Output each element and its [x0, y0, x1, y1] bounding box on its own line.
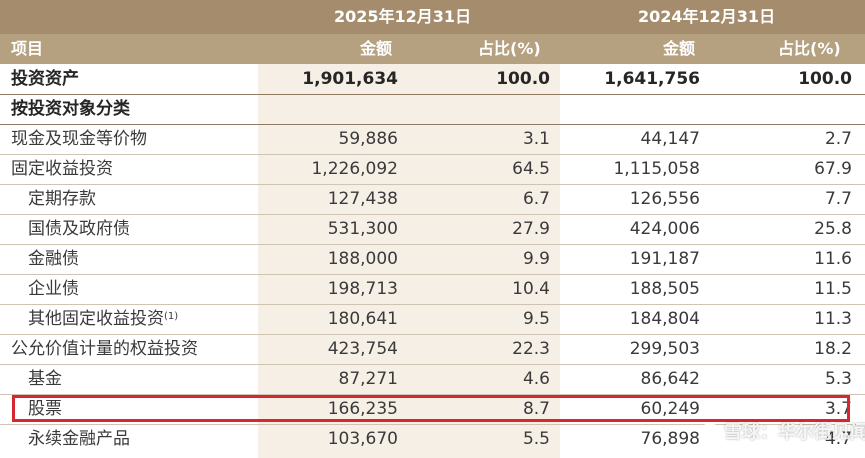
amount-2024: 1,641,756 [604, 69, 700, 89]
amount-2025: 103,670 [327, 429, 398, 449]
amount-2025: 180,641 [327, 309, 398, 329]
ratio-2024: 2.7 [824, 129, 852, 149]
amount-2024: 191,187 [629, 249, 700, 269]
amount-2025: 87,271 [338, 369, 398, 389]
amount-2025: 1,226,092 [311, 159, 398, 179]
ratio-2024: 4.7 [824, 429, 852, 449]
highlight-column-2025 [258, 64, 560, 458]
ratio-2024: 11.5 [814, 279, 852, 299]
amount-2025: 531,300 [327, 219, 398, 239]
table-row: 其他固定收益投资(1) 180,641 9.5 184,804 11.3 [0, 304, 865, 335]
table-row: 现金及现金等价物 59,886 3.1 44,147 2.7 [0, 124, 865, 155]
amount-2025: 166,235 [327, 399, 398, 419]
amount-2024: 44,147 [640, 129, 700, 149]
amount-2025: 423,754 [327, 339, 398, 359]
ratio-2025: 4.6 [522, 369, 550, 389]
ratio-2025: 3.1 [522, 129, 550, 149]
table-row: 公允价值计量的权益投资 423,754 22.3 299,503 18.2 [0, 334, 865, 365]
ratio-2025: 22.3 [512, 339, 550, 359]
amount-2024: 126,556 [629, 189, 700, 209]
ratio-2024: 3.7 [824, 399, 852, 419]
amount-2024: 86,642 [640, 369, 700, 389]
ratio-2024: 25.8 [814, 219, 852, 239]
amount-2024: 299,503 [629, 339, 700, 359]
amount-2024: 184,804 [629, 309, 700, 329]
table-row: 投资资产 1,901,634 100.0 1,641,756 100.0 [0, 64, 865, 95]
amount-2025: 59,886 [338, 129, 398, 149]
row-label: 企业债 [28, 279, 79, 299]
stock-row-highlight-box [12, 395, 850, 422]
table-row: 固定收益投资 1,226,092 64.5 1,115,058 67.9 [0, 154, 865, 185]
row-label: 基金 [28, 369, 62, 389]
ratio-2025: 5.5 [522, 429, 550, 449]
ratio-2025: 6.7 [522, 189, 550, 209]
header-amount-2024: 金额 [663, 39, 696, 58]
header-2025-date: 2025年12月31日 [334, 7, 472, 26]
header-2024-date: 2024年12月31日 [638, 7, 776, 26]
amount-2024: 424,006 [629, 219, 700, 239]
amount-2024: 1,115,058 [613, 159, 700, 179]
ratio-2025: 27.9 [512, 219, 550, 239]
amount-2024: 76,898 [640, 429, 700, 449]
row-label: 定期存款 [28, 189, 96, 209]
table-row: 永续金融产品 103,670 5.5 76,898 4.7 [0, 424, 865, 454]
table-row: 定期存款 127,438 6.7 126,556 7.7 [0, 184, 865, 215]
row-label: 股票 [28, 399, 62, 419]
header-ratio-2025: 占比(%) [478, 39, 541, 58]
row-label: 固定收益投资 [11, 159, 113, 179]
row-label: 国债及政府债 [28, 219, 130, 239]
table-row: 国债及政府债 531,300 27.9 424,006 25.8 [0, 214, 865, 245]
ratio-2025: 64.5 [512, 159, 550, 179]
row-label: 投资资产 [11, 69, 79, 89]
row-label: 金融债 [28, 249, 79, 269]
header-ratio-2024: 占比(%) [778, 39, 841, 58]
ratio-2025: 8.7 [522, 399, 550, 419]
snowball-logo-icon [700, 423, 720, 443]
amount-2025: 198,713 [327, 279, 398, 299]
table-row: 按投资对象分类 [0, 94, 865, 125]
ratio-2025: 10.4 [512, 279, 550, 299]
header-item: 项目 [11, 39, 44, 58]
header-column-row: 项目 金额 占比(%) 金额 占比(%) [0, 34, 865, 64]
row-label-text: 其他固定收益投资 [28, 309, 164, 329]
row-label: 公允价值计量的权益投资 [11, 339, 198, 359]
table-row: 基金 87,271 4.6 86,642 5.3 [0, 364, 865, 395]
header-amount-2025: 金额 [360, 39, 393, 58]
footnote-marker: (1) [164, 311, 179, 322]
ratio-2025: 9.5 [522, 309, 550, 329]
amount-2024: 60,249 [640, 399, 700, 419]
ratio-2025: 100.0 [496, 69, 550, 89]
row-label: 现金及现金等价物 [11, 129, 147, 149]
ratio-2025: 9.9 [522, 249, 550, 269]
watermark: 雪球：华尔街见闻 [700, 418, 865, 448]
amount-2025: 1,901,634 [302, 69, 398, 89]
row-label: 按投资对象分类 [11, 99, 130, 119]
ratio-2024: 5.3 [824, 369, 852, 389]
watermark-text: 雪球：华尔街见闻 [724, 422, 865, 443]
ratio-2024: 7.7 [824, 189, 852, 209]
amount-2025: 188,000 [327, 249, 398, 269]
row-label: 永续金融产品 [28, 429, 130, 449]
ratio-2024: 67.9 [814, 159, 852, 179]
table-row: 金融债 188,000 9.9 191,187 11.6 [0, 244, 865, 275]
ratio-2024: 18.2 [814, 339, 852, 359]
ratio-2024: 100.0 [798, 69, 852, 89]
table-row: 企业债 198,713 10.4 188,505 11.5 [0, 274, 865, 305]
amount-2025: 127,438 [327, 189, 398, 209]
table-row: 股票 166,235 8.7 60,249 3.7 [0, 394, 865, 425]
header-date-row: 2025年12月31日 2024年12月31日 [0, 0, 865, 34]
amount-2024: 188,505 [629, 279, 700, 299]
row-label: 其他固定收益投资(1) [28, 304, 178, 334]
ratio-2024: 11.3 [814, 309, 852, 329]
ratio-2024: 11.6 [814, 249, 852, 269]
